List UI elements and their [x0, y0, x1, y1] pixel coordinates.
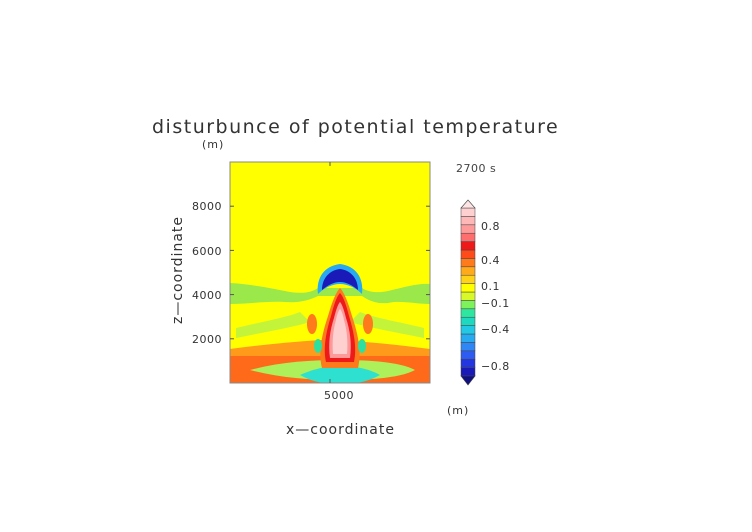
- colorbar-tick-label: −0.4: [481, 323, 510, 336]
- x-unit-label: (m): [447, 404, 470, 417]
- chart-title: disturbunce of potential temperature: [152, 116, 560, 138]
- colorbar-segment: [460, 300, 476, 310]
- surface-cold-pool: [300, 366, 380, 383]
- colorbar-segment: [460, 266, 476, 276]
- colorbar-segment: [460, 216, 476, 226]
- y-tick-label: 6000: [192, 245, 222, 258]
- colorbar-segment: [460, 342, 476, 352]
- colorbar-segment: [460, 333, 476, 343]
- x-axis-label: x—coordinate: [286, 422, 395, 438]
- side-lobe: [358, 339, 366, 353]
- colorbar-tick-label: 0.1: [481, 280, 500, 293]
- colorbar-segment: [460, 291, 476, 301]
- colorbar-segment: [460, 316, 476, 326]
- cool-streak: [236, 312, 310, 338]
- colorbar-segment: [460, 224, 476, 234]
- plot-field: [230, 162, 430, 383]
- colorbar-tick-label: −0.8: [481, 360, 510, 373]
- colorbar-segment: [460, 232, 476, 242]
- colorbar-tick-label: 0.8: [481, 220, 500, 233]
- colorbar-segment: [460, 283, 476, 293]
- x-tick-label: 5000: [324, 389, 354, 402]
- colorbar-segment: [460, 325, 476, 335]
- side-lobe: [363, 314, 373, 334]
- side-lobe: [314, 339, 322, 353]
- colorbar: [460, 199, 476, 386]
- colorbar-segment: [460, 241, 476, 251]
- colorbar-segment: [460, 308, 476, 318]
- colorbar-segment: [460, 358, 476, 368]
- colorbar-tick-label: 0.4: [481, 254, 500, 267]
- cold-cap: [322, 269, 358, 290]
- colorbar-extend-top: [460, 199, 476, 209]
- y-unit-label: (m): [202, 138, 225, 151]
- side-lobe: [307, 314, 317, 334]
- colorbar-segment: [460, 207, 476, 217]
- colorbar-segment: [460, 350, 476, 360]
- cool-band: [230, 283, 430, 304]
- colorbar-tick-label: −0.1: [481, 297, 510, 310]
- colorbar-segment: [460, 249, 476, 259]
- plume-core: [332, 309, 348, 354]
- colorbar-extend-bottom: [460, 375, 476, 386]
- y-tick-label: 4000: [192, 289, 222, 302]
- colorbar-segment: [460, 258, 476, 268]
- y-tick-label: 2000: [192, 333, 222, 346]
- colorbar-segment: [460, 367, 476, 377]
- axis-ticks: [230, 162, 430, 383]
- y-tick-label: 8000: [192, 200, 222, 213]
- time-label: 2700 s: [456, 162, 497, 175]
- colorbar-segment: [460, 274, 476, 284]
